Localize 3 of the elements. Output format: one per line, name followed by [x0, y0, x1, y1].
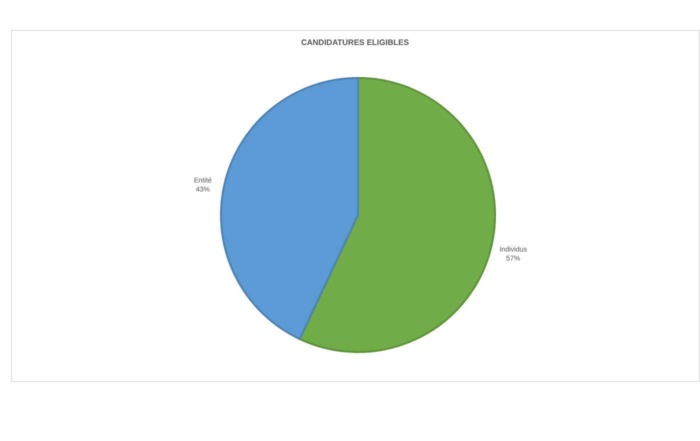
chart-title: CANDIDATURES ELIGIBLES	[301, 38, 410, 47]
pie-slice	[220, 77, 359, 340]
pie-slice	[298, 77, 496, 353]
